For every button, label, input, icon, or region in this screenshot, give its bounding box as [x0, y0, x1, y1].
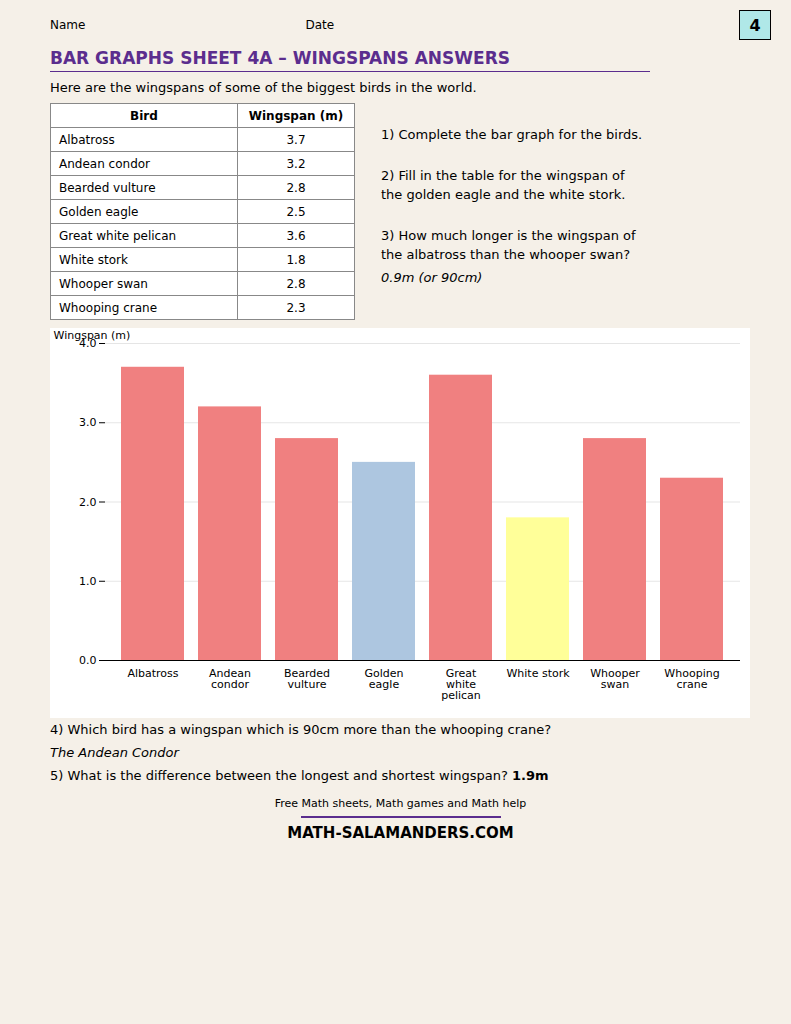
html-text:the albatross than the whooper: the albatross than the whooper swan?: [381, 247, 631, 262]
html-text:2) Fill in the table for the w: 2) Fill in the table for the wingspan of: [381, 168, 625, 183]
svg-text:Whoopingcrane: Whoopingcrane: [664, 667, 719, 691]
html-text:4: 4: [749, 15, 761, 35]
svg-text:Beardedvulture: Beardedvulture: [284, 667, 330, 691]
html-text:Bird: Bird: [130, 108, 158, 123]
html-text:3) How much longer is the wing: 3) How much longer is the wingspan of: [381, 228, 636, 243]
html-text:Albatross: Albatross: [59, 132, 115, 147]
html-text:3.7: 3.7: [286, 132, 306, 147]
html-text:3.6: 3.6: [286, 228, 306, 243]
html-text:The Andean Condor: The Andean Condor: [50, 745, 179, 760]
html-text:1) Complete the bar graph for: 1) Complete the bar graph for the birds.: [381, 127, 643, 142]
svg-text:Albatross: Albatross: [127, 667, 178, 680]
svg-text:4.0: 4.0: [79, 337, 97, 350]
svg-text:2.0: 2.0: [79, 496, 97, 509]
html-text:Whooping crane: Whooping crane: [59, 300, 157, 315]
svg-text:Andeancondor: Andeancondor: [209, 667, 251, 691]
svg-text:Wingspan (m): Wingspan (m): [54, 329, 131, 342]
html-text:the golden eagle and the white: the golden eagle and the white stork.: [381, 187, 626, 202]
html-text:Free Math sheets, Math games a: Free Math sheets, Math games and Math he…: [274, 797, 527, 810]
html-text:2.5: 2.5: [286, 204, 306, 219]
html-text:2.8: 2.8: [286, 180, 306, 195]
svg-text:Greatwhitepelican: Greatwhitepelican: [441, 667, 481, 702]
svg-text:Goldeneagle: Goldeneagle: [364, 667, 403, 691]
html-text:White stork: White stork: [59, 252, 128, 267]
svg-text:White stork: White stork: [506, 667, 570, 680]
html-text:Great white pelican: Great white pelican: [59, 228, 177, 243]
html-text:3.2: 3.2: [286, 156, 306, 171]
html-text:1.8: 1.8: [286, 252, 306, 267]
html-text:2.8: 2.8: [286, 276, 306, 291]
html-text:Andean condor: Andean condor: [59, 156, 150, 171]
html-text:Here are the wingspans of some: Here are the wingspans of some of the bi…: [50, 80, 477, 95]
html-text:Golden eagle: Golden eagle: [59, 204, 139, 219]
html-text:BAR GRAPHS SHEET 4A – WINGSPAN: BAR GRAPHS SHEET 4A – WINGSPANS ANSWERS: [50, 48, 510, 68]
html-text:MATH-SALAMANDERS.COM: MATH-SALAMANDERS.COM: [287, 824, 514, 842]
html-text:5) What is the difference betw: 5) What is the difference between the lo…: [50, 768, 549, 783]
svg-text:1.0: 1.0: [79, 575, 97, 588]
html-text:Name: Name: [50, 18, 86, 32]
html-text:2.3: 2.3: [286, 300, 306, 315]
svg-text:Whooperswan: Whooperswan: [590, 667, 640, 691]
html-text:4) Which bird has a wingspan w: 4) Which bird has a wingspan which is 90…: [50, 722, 552, 737]
svg-text:3.0: 3.0: [79, 416, 97, 429]
svg-text:0.0: 0.0: [79, 654, 97, 667]
html-text:Wingspan (m): Wingspan (m): [248, 108, 344, 123]
html-text:0.9m (or 90cm): 0.9m (or 90cm): [381, 270, 483, 285]
html-text:Date: Date: [305, 18, 335, 32]
html-text:Bearded vulture: Bearded vulture: [59, 180, 156, 195]
html-text:Whooper swan: Whooper swan: [59, 276, 148, 291]
